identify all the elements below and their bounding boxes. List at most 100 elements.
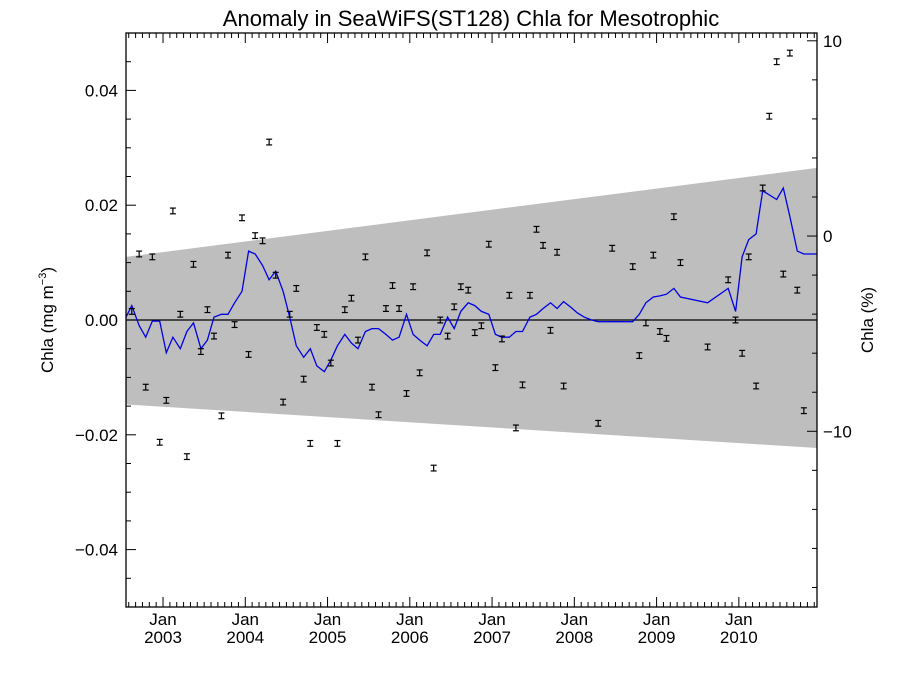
data-point	[759, 184, 766, 192]
right-tick-label: 0	[823, 227, 832, 246]
x-tick-label-year: 2007	[473, 628, 511, 647]
data-point	[280, 398, 287, 406]
data-point	[704, 343, 711, 351]
data-point	[368, 383, 375, 391]
data-point	[554, 248, 561, 256]
chart-title: Anomaly in SeaWiFS(ST128) Chla for Mesot…	[223, 6, 719, 31]
data-point	[245, 350, 252, 358]
x-tick-label-year: 2003	[144, 628, 182, 647]
data-point	[766, 112, 773, 120]
x-tick-label-month: Jan	[314, 610, 341, 629]
data-point	[547, 326, 554, 334]
x-tick-label-month: Jan	[149, 610, 176, 629]
data-point	[197, 348, 204, 356]
x-tick-label-month: Jan	[232, 610, 259, 629]
x-tick-label-month: Jan	[643, 610, 670, 629]
data-point	[786, 49, 793, 57]
data-point	[636, 352, 643, 360]
data-point	[595, 419, 602, 427]
data-point	[800, 407, 807, 415]
data-point	[354, 336, 361, 344]
data-point	[430, 464, 437, 472]
data-point	[465, 286, 472, 294]
data-point	[396, 305, 403, 312]
data-point	[313, 323, 320, 331]
data-point	[382, 305, 389, 312]
left-axis-label-close: )	[38, 267, 57, 273]
data-point	[252, 232, 259, 240]
data-point	[512, 424, 519, 432]
data-point	[362, 253, 369, 261]
x-tick-label-year: 2006	[391, 628, 429, 647]
data-point	[725, 276, 732, 284]
data-point	[663, 334, 670, 342]
data-point	[334, 439, 341, 447]
data-point	[286, 310, 293, 318]
x-tick-label-year: 2004	[226, 628, 264, 647]
right-tick-label: −10	[823, 422, 852, 441]
data-point	[204, 306, 211, 314]
data-point	[560, 382, 567, 390]
left-tick-label: 0.02	[85, 196, 118, 215]
x-tick-label-year: 2010	[720, 628, 758, 647]
x-tick-label-month: Jan	[725, 610, 752, 629]
data-point	[478, 322, 485, 330]
x-tick-label-year: 2009	[638, 628, 676, 647]
data-point	[773, 58, 780, 66]
data-point	[156, 438, 163, 446]
data-point	[457, 283, 464, 291]
left-tick-label: −0.04	[75, 541, 118, 560]
left-axis-label: Chla (mg m−3)	[37, 267, 57, 373]
data-point	[444, 332, 451, 340]
data-point	[149, 253, 156, 261]
data-point	[677, 259, 684, 267]
x-tick-label-month: Jan	[561, 610, 588, 629]
data-point	[218, 412, 225, 420]
data-point	[177, 310, 184, 318]
data-point	[136, 250, 143, 258]
right-tick-label: 10	[823, 32, 842, 51]
data-point	[650, 251, 657, 259]
data-point	[498, 335, 505, 343]
data-point	[259, 237, 266, 245]
left-axis-label-superscript: −3	[37, 273, 49, 286]
data-point	[341, 306, 348, 314]
data-point	[609, 244, 616, 252]
data-point	[794, 286, 801, 294]
data-point	[780, 270, 787, 278]
data-point	[211, 332, 218, 340]
trend-line	[125, 186, 817, 373]
data-point	[753, 382, 760, 390]
data-point	[656, 328, 663, 335]
data-point	[629, 263, 636, 271]
data-point	[266, 138, 273, 146]
uncertainty-band	[126, 167, 817, 449]
data-point	[519, 381, 526, 389]
left-axis-label-text: Chla (mg m	[38, 285, 57, 373]
data-point	[307, 439, 314, 447]
data-point	[183, 453, 190, 461]
data-point	[321, 330, 328, 338]
data-point	[128, 307, 135, 315]
data-point	[272, 271, 279, 279]
right-axis-label: Chla (%)	[858, 287, 877, 353]
data-point	[492, 364, 499, 372]
left-tick-label: 0.04	[85, 81, 118, 100]
data-point	[526, 291, 533, 299]
data-point	[293, 284, 300, 292]
data-point	[642, 319, 649, 327]
x-tick-label-month: Jan	[396, 610, 423, 629]
data-point	[739, 349, 746, 357]
data-point	[540, 241, 547, 249]
x-tick-label-month: Jan	[478, 610, 505, 629]
x-tick-label-year: 2008	[555, 628, 593, 647]
left-tick-label: 0.00	[85, 311, 118, 330]
data-point	[506, 291, 513, 299]
data-point	[375, 411, 382, 419]
x-tick-label-year: 2005	[309, 628, 347, 647]
data-point	[190, 260, 197, 268]
data-point	[348, 294, 355, 302]
data-point	[533, 225, 540, 233]
data-point	[389, 282, 396, 290]
plot-area: 0.040.020.00−0.02−0.04100−10Jan2003Jan20…	[75, 32, 852, 647]
